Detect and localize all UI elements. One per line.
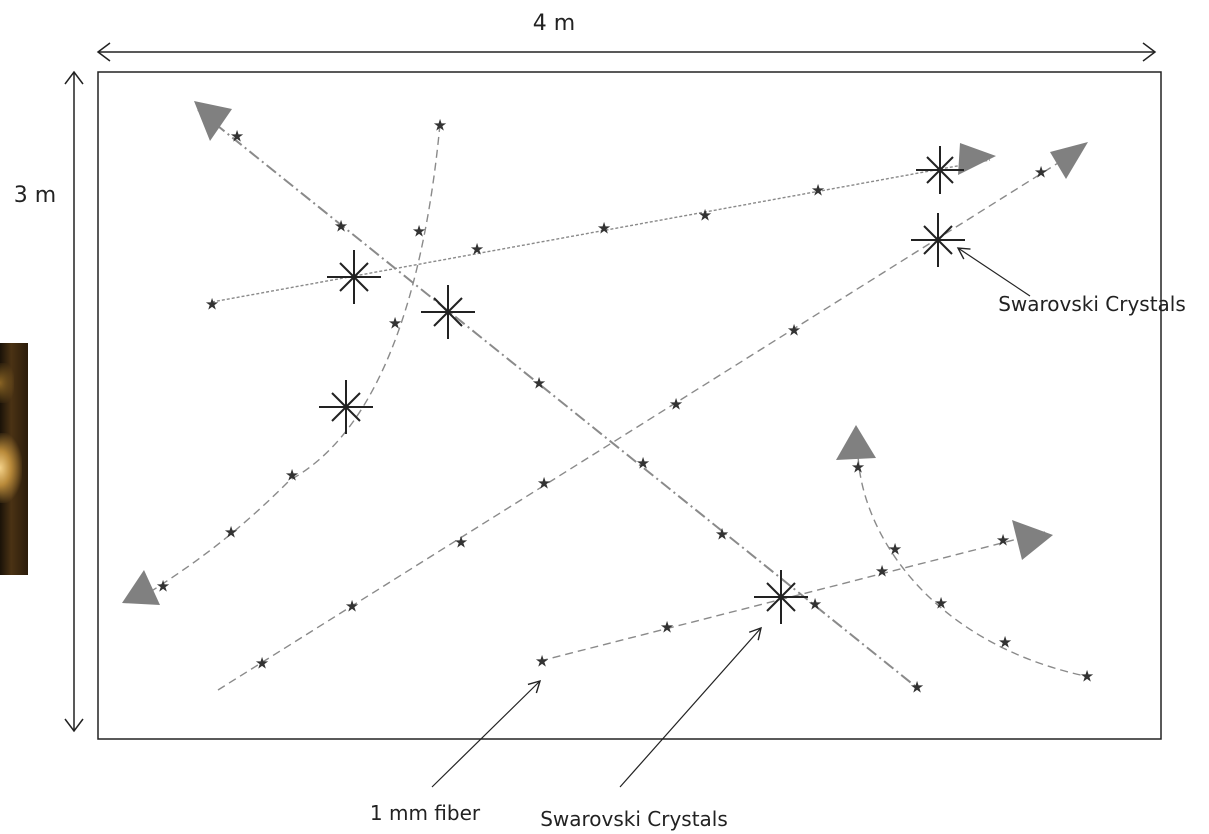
star-marker: ★ xyxy=(537,474,551,493)
arrowhead-right-curve-top xyxy=(836,425,876,460)
star-marker: ★ xyxy=(388,314,402,333)
star-marker: ★ xyxy=(811,181,825,200)
star-marker: ★ xyxy=(998,633,1012,652)
light-photo-strip xyxy=(0,343,28,575)
height-label: 3 m xyxy=(14,183,56,208)
star-marker: ★ xyxy=(636,454,650,473)
star-marker: ★ xyxy=(156,577,170,596)
star-marker: ★ xyxy=(205,295,219,314)
star-marker: ★ xyxy=(669,395,683,414)
leader-line-crystals-bottom xyxy=(619,626,762,788)
arrowhead-upper-right-1 xyxy=(958,143,996,175)
arrowhead-upper-right-2 xyxy=(1050,142,1088,179)
star-marker: ★ xyxy=(934,594,948,613)
width-label: 4 m xyxy=(533,11,575,36)
star-marker: ★ xyxy=(996,531,1010,550)
fiber-line-left-curve xyxy=(149,123,441,593)
arrowhead-top-left xyxy=(194,101,232,141)
fiber-line-upper-horizontal xyxy=(211,159,991,303)
star-marker: ★ xyxy=(285,466,299,485)
room-outline xyxy=(97,71,1162,740)
fiber-label: 1 mm fiber xyxy=(370,801,481,825)
star-marker: ★ xyxy=(910,678,924,697)
crystal-symbol xyxy=(319,380,373,434)
star-marker: ★ xyxy=(532,374,546,393)
arrowhead-bottom-right xyxy=(1012,520,1053,560)
star-marker: ★ xyxy=(224,523,238,542)
star-marker: ★ xyxy=(470,240,484,259)
star-marker: ★ xyxy=(715,525,729,544)
star-marker: ★ xyxy=(433,116,447,135)
crystal-symbol xyxy=(911,213,965,267)
star-marker: ★ xyxy=(535,652,549,671)
crystal-symbol xyxy=(754,570,808,624)
crystal-symbol xyxy=(421,285,475,339)
star-marker: ★ xyxy=(1034,163,1048,182)
star-marker: ★ xyxy=(875,562,889,581)
star-marker: ★ xyxy=(412,222,426,241)
star-marker: ★ xyxy=(255,654,269,673)
crystals-label-bottom: Swarovski Crystals xyxy=(540,807,728,831)
star-marker: ★ xyxy=(808,595,822,614)
leader-line-fiber xyxy=(431,679,542,788)
crystal-symbol xyxy=(916,146,964,194)
crystals-label-right: Swarovski Crystals xyxy=(998,292,1186,316)
star-marker: ★ xyxy=(888,540,902,559)
height-dimension-arrow xyxy=(64,70,84,733)
star-marker: ★ xyxy=(851,458,865,477)
star-marker: ★ xyxy=(787,321,801,340)
star-marker: ★ xyxy=(698,206,712,225)
arrowhead-bottom-left xyxy=(122,570,160,605)
star-marker: ★ xyxy=(230,127,244,146)
star-marker: ★ xyxy=(660,618,674,637)
star-marker: ★ xyxy=(334,217,348,236)
leader-line-crystals-right xyxy=(956,247,1031,297)
star-marker: ★ xyxy=(345,597,359,616)
star-marker: ★ xyxy=(1080,667,1094,686)
width-dimension-arrow xyxy=(96,42,1157,62)
star-marker: ★ xyxy=(597,219,611,238)
crystal-symbol xyxy=(327,250,381,304)
star-marker: ★ xyxy=(454,533,468,552)
fiber-line-right-curve xyxy=(857,443,1086,677)
